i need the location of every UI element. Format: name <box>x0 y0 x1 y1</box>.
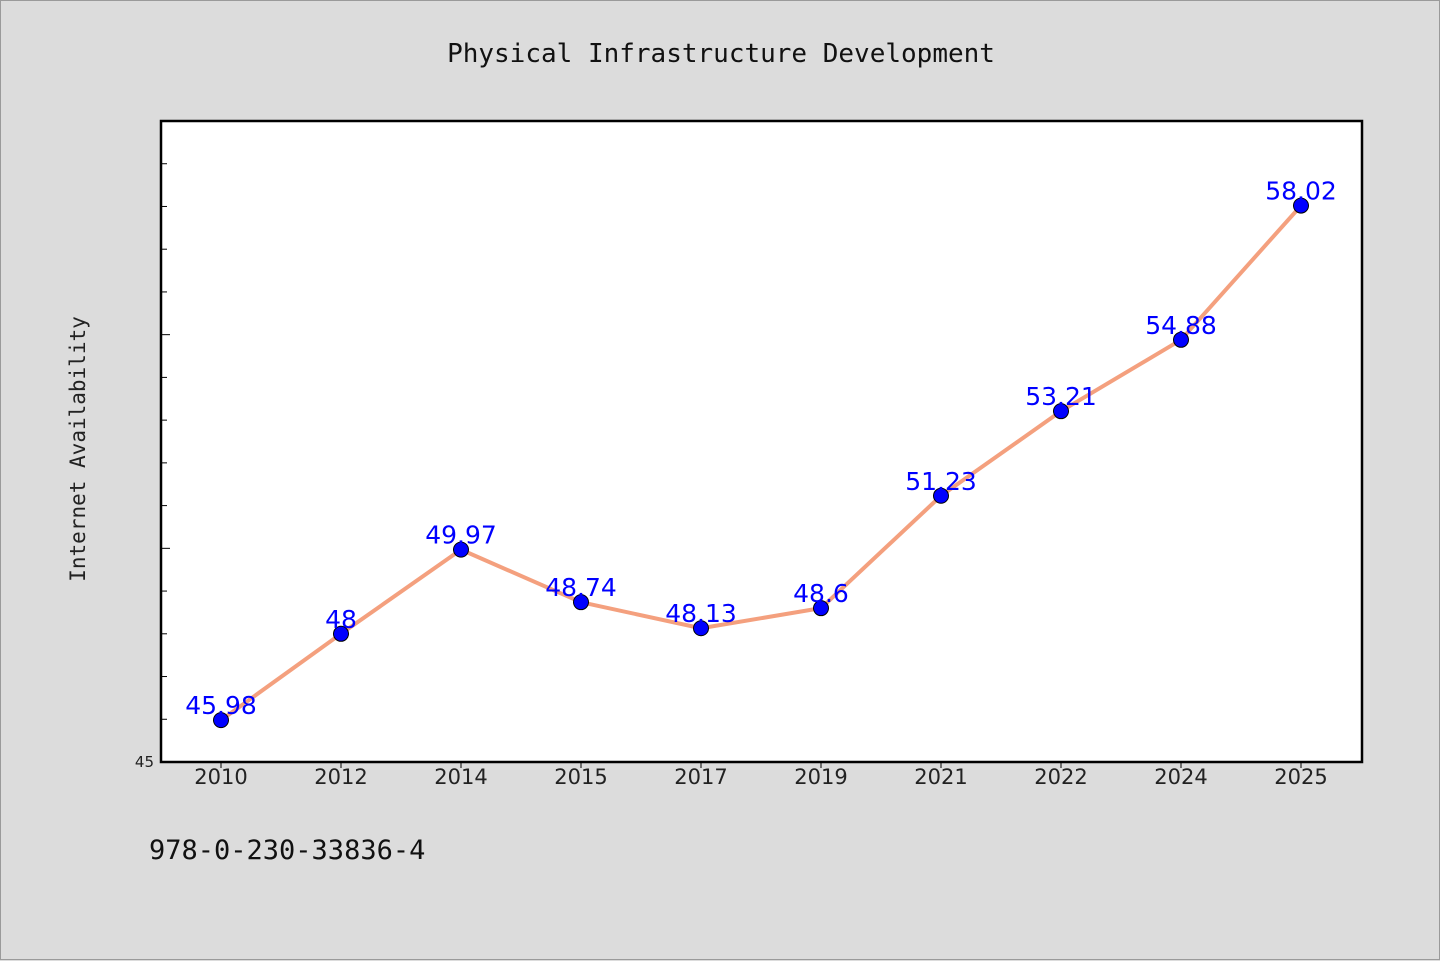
data-label: 48 <box>325 605 357 634</box>
data-point <box>573 594 589 611</box>
plot-area <box>159 119 1364 764</box>
x-tick-label: 2010 <box>194 765 247 789</box>
data-point <box>693 620 709 637</box>
y-tick-label: 45 <box>135 753 154 771</box>
x-tick-label: 2021 <box>914 765 967 789</box>
x-tick-label: 2025 <box>1274 765 1327 789</box>
data-point <box>213 712 229 729</box>
data-label: 51.23 <box>905 467 977 496</box>
series-line <box>219 204 1303 722</box>
data-point <box>1173 331 1189 348</box>
x-tick-label: 2024 <box>1154 765 1207 789</box>
y-axis-ticks <box>161 163 170 763</box>
data-point <box>1293 197 1309 214</box>
footer-code: 978-0-230-33836-4 <box>149 835 426 866</box>
data-label: 48.6 <box>793 579 849 608</box>
data-point <box>333 625 349 642</box>
chart-title: Physical Infrastructure Development <box>447 39 995 69</box>
data-label: 45.98 <box>185 691 257 720</box>
x-axis-ticks: 2010 2012 2014 2015 2017 2019 2021 2022 2024 2025 <box>194 762 1328 789</box>
x-tick-label: 2017 <box>674 765 727 789</box>
y-axis-label: Internet Availability <box>66 316 90 582</box>
data-point <box>933 487 949 504</box>
x-tick-label: 2015 <box>554 765 607 789</box>
x-tick-label: 2014 <box>434 765 487 789</box>
data-label: 53.21 <box>1025 382 1097 411</box>
series-line-group <box>219 204 1303 722</box>
data-label: 48.74 <box>545 573 617 602</box>
data-label: 49.97 <box>425 521 497 550</box>
data-point <box>813 600 829 617</box>
data-label: 54.88 <box>1145 311 1217 340</box>
x-tick-label: 2019 <box>794 765 847 789</box>
x-tick-label: 2022 <box>1034 765 1087 789</box>
data-labels-group: 45.98 48 49.97 48.74 48.13 48.6 51.23 53.21 54.8… <box>185 177 1337 721</box>
data-label: 48.13 <box>665 599 737 628</box>
data-point <box>1053 403 1069 420</box>
x-tick-label: 2012 <box>314 765 367 789</box>
markers-group <box>213 197 1309 729</box>
data-label: 58.02 <box>1265 177 1337 206</box>
data-point <box>453 541 469 558</box>
